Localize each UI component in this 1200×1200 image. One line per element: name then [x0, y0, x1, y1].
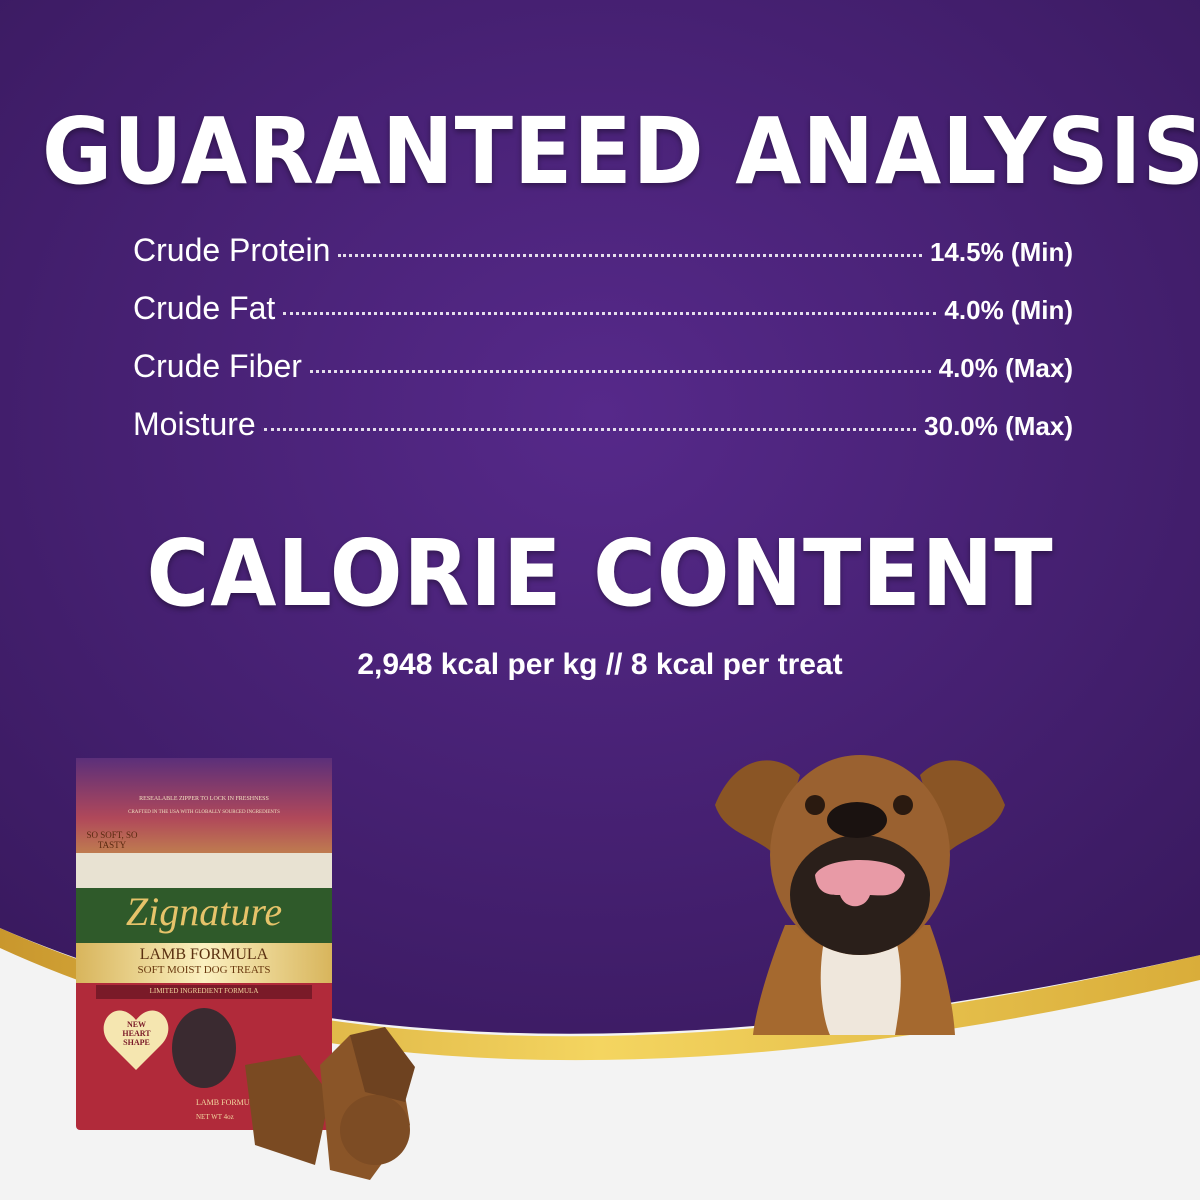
- package-net-weight: NET WT 4oz: [196, 1113, 234, 1121]
- dog-image: [715, 755, 1005, 1035]
- package-footer: LAMB FORMULA: [196, 1098, 261, 1107]
- package-zipper-text: RESEALABLE ZIPPER TO LOCK IN FRESHNESS: [139, 796, 269, 802]
- dot-leader: [309, 370, 931, 373]
- row-value: 30.0% (Max): [924, 411, 1073, 441]
- calorie-content-title: CALORIE CONTENT: [146, 520, 1054, 627]
- dot-leader: [338, 254, 922, 257]
- analysis-row-protein: Crude Protein 14.5% (Min): [133, 232, 1073, 272]
- dot-leader: [263, 428, 917, 431]
- calorie-content-text: 2,948 kcal per kg // 8 kcal per treat: [357, 648, 843, 681]
- package-band: LIMITED INGREDIENT FORMULA: [149, 987, 259, 995]
- package-brand-logo: Zignature: [125, 889, 283, 934]
- row-value: 4.0% (Min): [944, 295, 1073, 325]
- analysis-row-moisture: Moisture 30.0% (Max): [133, 406, 1073, 446]
- analysis-row-fiber: Crude Fiber 4.0% (Max): [133, 348, 1073, 388]
- row-value: 4.0% (Max): [938, 353, 1073, 383]
- package-artwork: [76, 758, 332, 1130]
- row-label: Crude Fiber: [133, 348, 302, 384]
- package-ribbon: SO SOFT, SO TASTY: [86, 830, 138, 850]
- dot-leader: [283, 312, 937, 315]
- row-label: Crude Protein: [133, 232, 331, 268]
- row-label: Crude Fat: [133, 290, 276, 326]
- package-heart-badge: NEW HEART SHAPE: [122, 1020, 151, 1047]
- package-product-name: LAMB FORMULA: [139, 946, 269, 963]
- product-package: RESEALABLE ZIPPER TO LOCK IN FRESHNESS C…: [76, 758, 332, 1130]
- row-label: Moisture: [133, 406, 256, 442]
- package-crafted-text: CRAFTED IN THE USA WITH GLOBALLY SOURCED…: [128, 810, 280, 815]
- treats-image: [245, 1027, 415, 1180]
- guaranteed-analysis-title: GUARANTEED ANALYSIS: [42, 98, 1200, 205]
- analysis-row-fat: Crude Fat 4.0% (Min): [133, 290, 1073, 330]
- package-subtitle: SOFT MOIST DOG TREATS: [137, 964, 271, 976]
- row-value: 14.5% (Min): [929, 237, 1073, 267]
